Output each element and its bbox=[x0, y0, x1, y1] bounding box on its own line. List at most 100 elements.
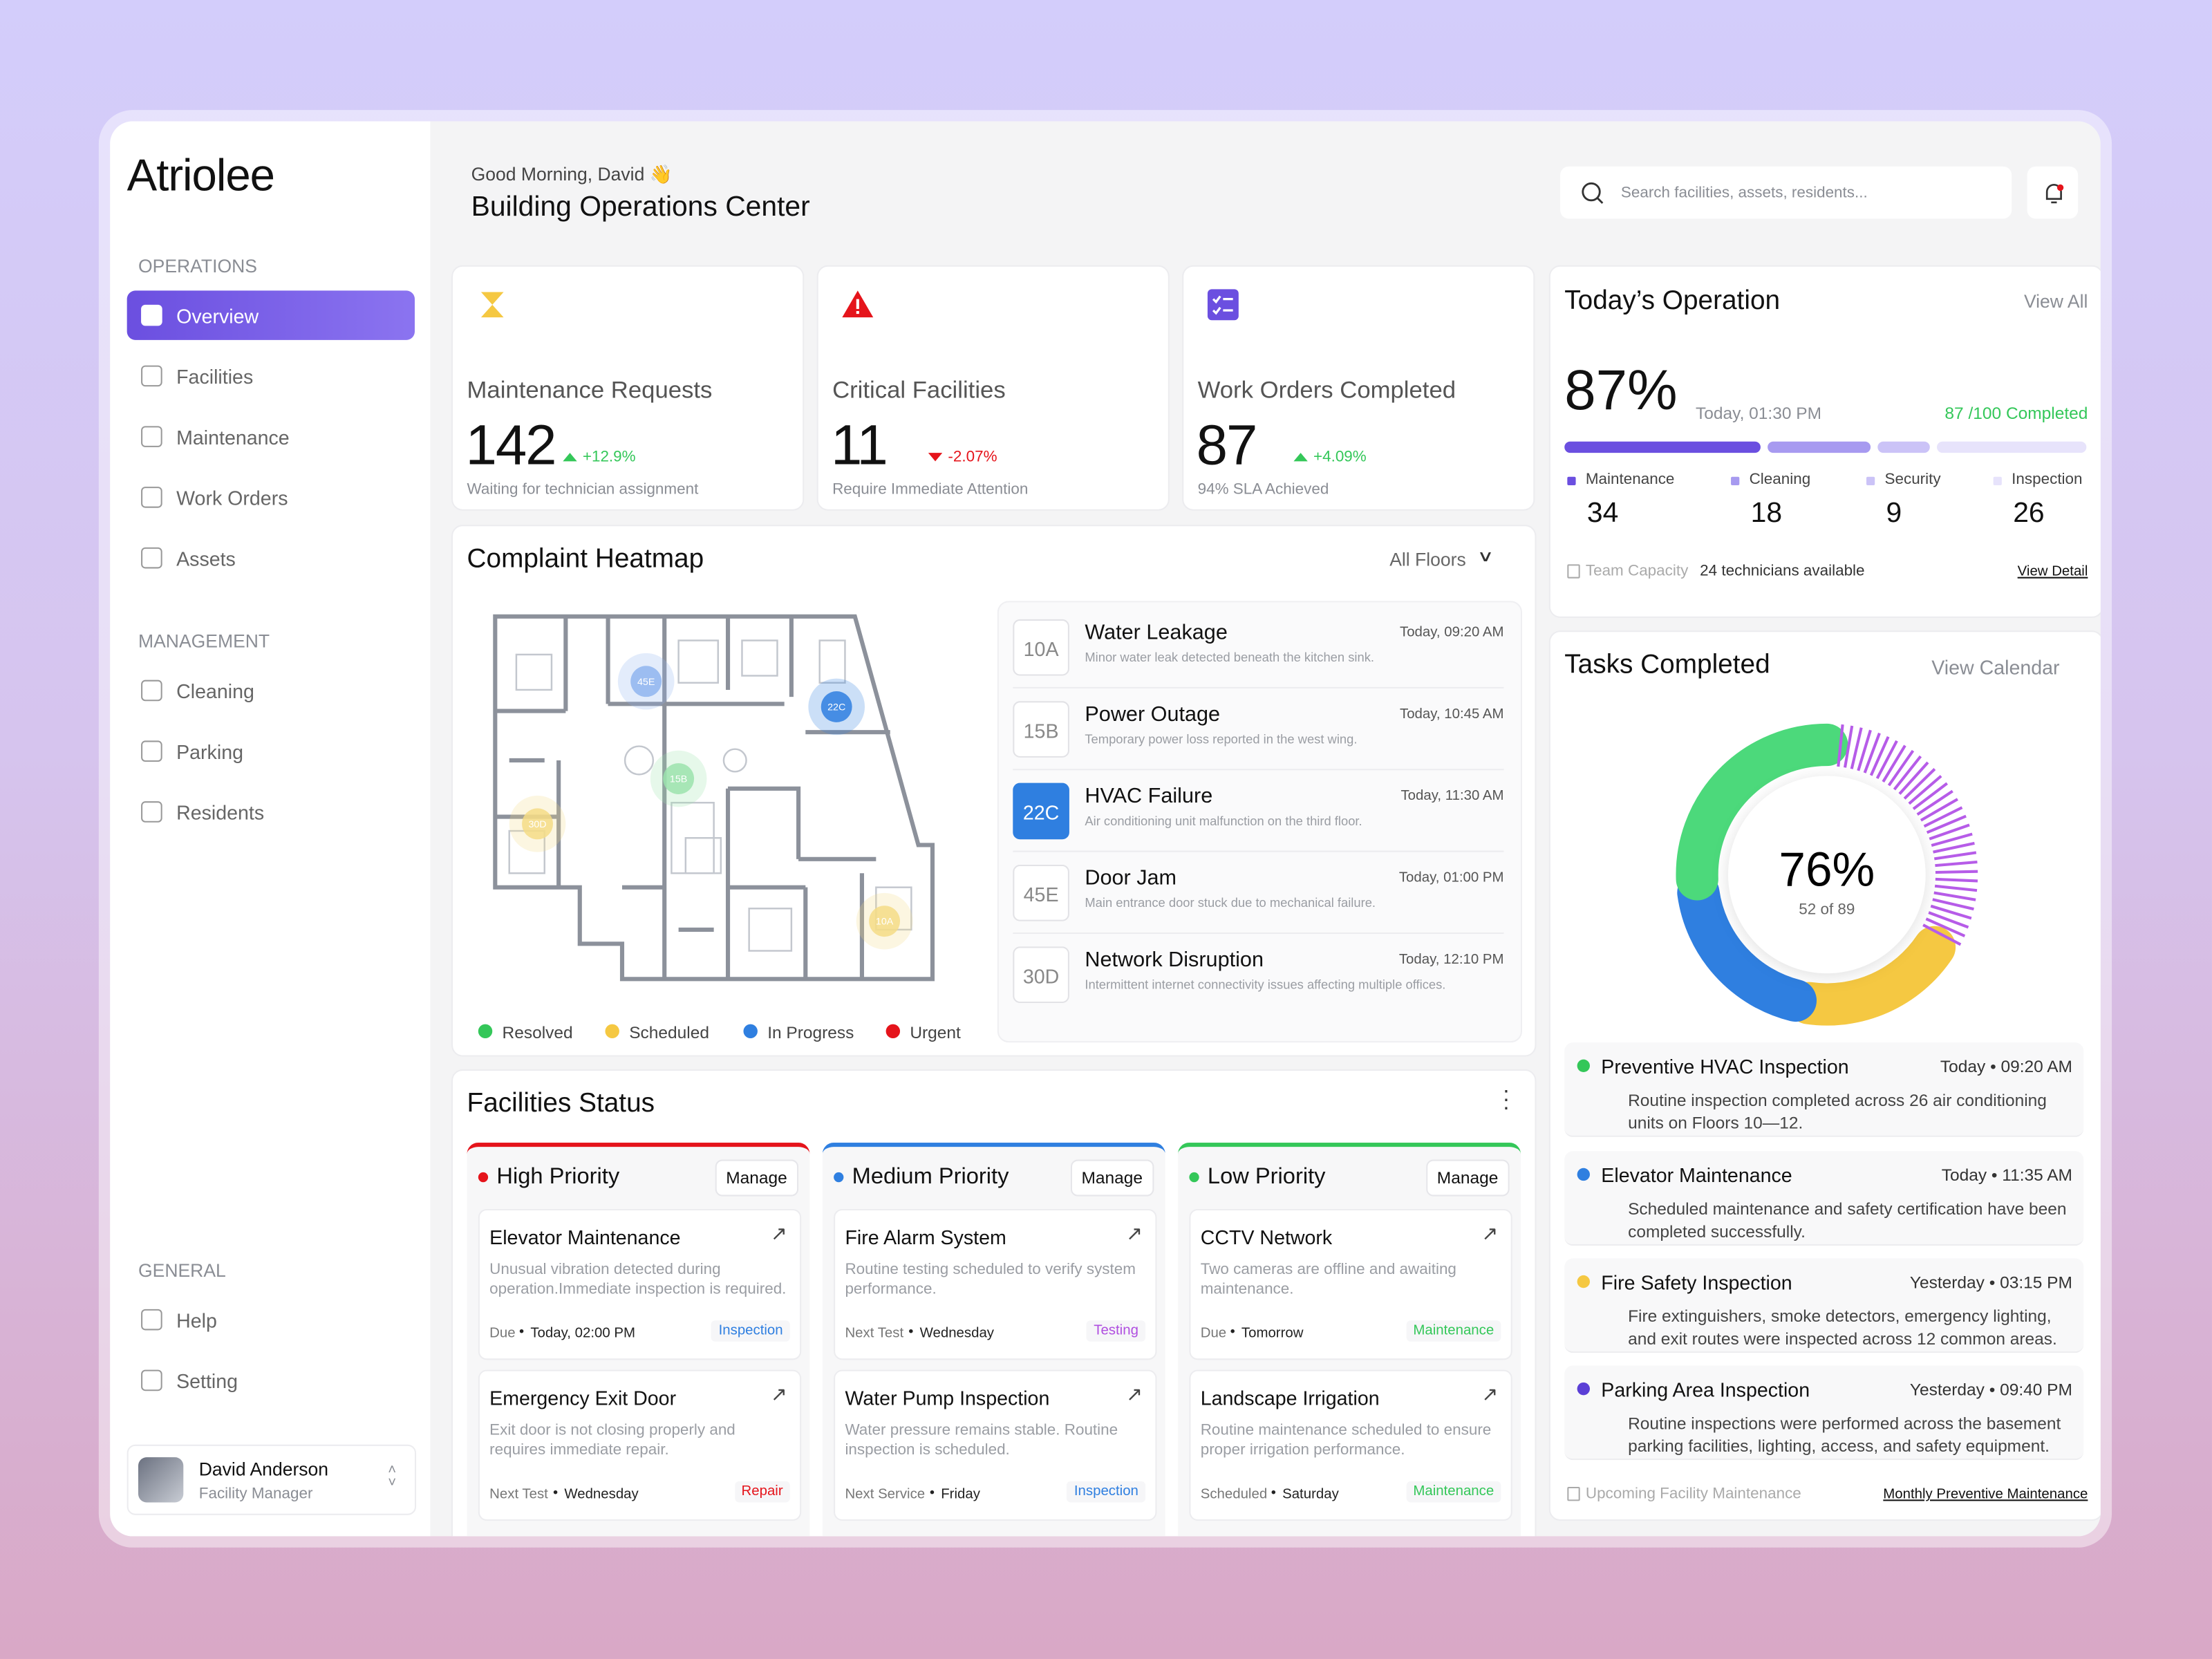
priority-column: High Priority Manage Elevator Maintenance ↗… bbox=[467, 1143, 810, 1537]
task-desc: Fire extinguishers, smoke detectors, eme… bbox=[1628, 1306, 2057, 1349]
item-desc: Routine testing scheduled to verify syst… bbox=[845, 1261, 1136, 1298]
facility-item[interactable]: CCTV Network ↗ Two cameras are offline and… bbox=[1189, 1208, 1512, 1360]
trend-arrow bbox=[928, 453, 943, 462]
detail-link[interactable]: View Detail bbox=[2017, 564, 2088, 580]
trend-arrow-shape bbox=[1293, 453, 1308, 462]
item-desc: Unusual vibration detected during operat… bbox=[489, 1261, 787, 1298]
nav-item[interactable]: Residents bbox=[127, 787, 415, 836]
task-dot bbox=[1577, 1275, 1590, 1288]
item-arrow: ↗ bbox=[770, 1221, 787, 1244]
facility-item[interactable]: Emergency Exit Door ↗ Exit door is not clo… bbox=[478, 1369, 802, 1521]
nav-label: Overview bbox=[176, 304, 259, 328]
complaint-time: Today, 01:00 PM bbox=[1398, 870, 1504, 886]
donut-stripe bbox=[1908, 775, 1942, 805]
nav-label: Facilities bbox=[176, 365, 254, 388]
footer-icon bbox=[1567, 1487, 1580, 1501]
tasks-title: Tasks Completed bbox=[1564, 650, 1770, 680]
chevron: ˄ ˅ bbox=[388, 1463, 397, 1492]
heatmap-marker bbox=[630, 666, 662, 697]
nav-item[interactable]: Work Orders bbox=[127, 473, 415, 522]
facility-item[interactable]: Landscape Irrigation ↗ Routine maintenance… bbox=[1189, 1369, 1512, 1521]
task-dot bbox=[1577, 1059, 1590, 1073]
task-title: Fire Safety Inspection bbox=[1601, 1271, 1792, 1294]
marker-label: 10A bbox=[876, 917, 894, 928]
facility-item[interactable]: Water Pump Inspection ↗ Water pressure rem… bbox=[834, 1369, 1157, 1521]
donut-stripe bbox=[1882, 744, 1906, 782]
donut-stripe bbox=[1932, 898, 1974, 911]
priority-title: Low Priority bbox=[1207, 1165, 1326, 1190]
more-menu: · · · bbox=[1502, 1079, 1510, 1121]
donut-center bbox=[1727, 776, 1926, 974]
legend-dot bbox=[743, 1024, 758, 1039]
nav-item[interactable]: Parking bbox=[127, 727, 415, 776]
item-meta-value: Saturday bbox=[1282, 1487, 1339, 1503]
complaint-row[interactable]: 10A Water Leakage Today, 09:20 AM Minor wat… bbox=[1013, 619, 1504, 688]
marker-label: 22C bbox=[827, 702, 845, 713]
item-title: Landscape Irrigation bbox=[1200, 1387, 1380, 1409]
stat-icon bbox=[480, 292, 504, 318]
donut-stripe bbox=[1934, 884, 1978, 892]
facility-item[interactable]: Fire Alarm System ↗ Routine testing schedu… bbox=[834, 1208, 1157, 1360]
footer-link[interactable]: Monthly Preventive Maintenance bbox=[1883, 1487, 2088, 1503]
item-desc: Exit door is not closing properly and re… bbox=[489, 1422, 735, 1459]
manage-button[interactable]: Manage bbox=[714, 1159, 799, 1197]
item-title: Emergency Exit Door bbox=[489, 1387, 677, 1409]
nav-item[interactable]: Assets bbox=[127, 533, 415, 582]
stat-change: +4.09% bbox=[1313, 448, 1367, 466]
search-box[interactable]: Search facilities, assets, residents... bbox=[1560, 166, 2012, 219]
stat-card: Critical Facilities 11 -2.07% Require Immed… bbox=[816, 265, 1170, 511]
calendar-link[interactable]: View Calendar bbox=[1931, 655, 2060, 679]
donut-summary: 52 of 89 bbox=[1799, 900, 1855, 917]
facility-item[interactable]: Elevator Maintenance ↗ Unusual vibration d… bbox=[478, 1208, 802, 1360]
complaint-title: Network Disruption bbox=[1085, 948, 1264, 973]
complaint-row[interactable]: 22C HVAC Failure Today, 11:30 AM Air condit… bbox=[1013, 782, 1504, 852]
donut-stripe bbox=[1928, 911, 1969, 929]
unit-badge: 15B bbox=[1013, 701, 1069, 758]
stat-label: Work Orders Completed bbox=[1197, 376, 1456, 404]
complaint-desc: Intermittent internet connectivity issue… bbox=[1085, 977, 1446, 992]
complaint-row[interactable]: 15B Power Outage Today, 10:45 AM Temporary … bbox=[1013, 701, 1504, 771]
progress-segment bbox=[1564, 441, 1761, 453]
operation-link[interactable]: View All bbox=[2023, 290, 2088, 312]
marker-label: 45E bbox=[637, 677, 655, 688]
nav-item[interactable]: Maintenance bbox=[127, 412, 415, 461]
task-title: Parking Area Inspection bbox=[1601, 1378, 1810, 1401]
item-arrow: ↗ bbox=[1481, 1221, 1499, 1244]
donut-stripe bbox=[1850, 727, 1863, 769]
stat-icon bbox=[842, 290, 874, 318]
operation-percent: 87% bbox=[1564, 359, 1678, 422]
complaint-title: Door Jam bbox=[1085, 866, 1177, 890]
nav-item[interactable]: Help bbox=[127, 1295, 415, 1344]
complaint-row[interactable]: 30D Network Disruption Today, 12:10 PM Inte… bbox=[1013, 946, 1503, 1014]
item-tag: Maintenance bbox=[1406, 1481, 1501, 1503]
meta-sep: • bbox=[519, 1324, 525, 1340]
nav-item[interactable]: Overview bbox=[126, 290, 415, 340]
donut-stripe bbox=[1935, 877, 1978, 883]
greeting: Good Morning, David 👋 bbox=[471, 163, 673, 185]
donut-segment bbox=[1676, 723, 1848, 901]
nav-label: Maintenance bbox=[176, 426, 290, 449]
trend-arrow bbox=[563, 453, 577, 462]
manage-button[interactable]: Manage bbox=[1070, 1159, 1154, 1197]
priority-title: Medium Priority bbox=[852, 1165, 1009, 1190]
heatmap-marker bbox=[663, 763, 695, 794]
item-arrow: ↗ bbox=[770, 1382, 787, 1405]
nav-item[interactable]: Cleaning bbox=[127, 666, 415, 715]
donut-stripe bbox=[1929, 823, 1970, 841]
search-icon bbox=[1582, 182, 1604, 204]
complaint-desc: Temporary power loss reported in the wes… bbox=[1085, 732, 1358, 747]
category-name: Inspection bbox=[2012, 471, 2083, 489]
notification-button[interactable] bbox=[2027, 166, 2079, 219]
user-card[interactable]: David Anderson Facility Manager ˄ ˅ bbox=[126, 1444, 417, 1515]
complaint-row[interactable]: 45E Door Jam Today, 01:00 PM Main entrance … bbox=[1013, 865, 1504, 935]
nav-item[interactable]: Facilities bbox=[127, 351, 415, 400]
capacity-label: Team Capacity bbox=[1585, 563, 1689, 580]
floor-filter[interactable]: All Floors bbox=[1389, 548, 1466, 570]
manage-button[interactable]: Manage bbox=[1425, 1159, 1510, 1197]
donut-stripe bbox=[1912, 782, 1949, 810]
donut-stripe bbox=[1922, 924, 1962, 946]
stat-note: Waiting for technician assignment bbox=[467, 480, 699, 498]
avatar bbox=[138, 1457, 184, 1503]
nav-item[interactable]: Setting bbox=[127, 1356, 415, 1405]
category-count: 9 bbox=[1886, 498, 1902, 529]
